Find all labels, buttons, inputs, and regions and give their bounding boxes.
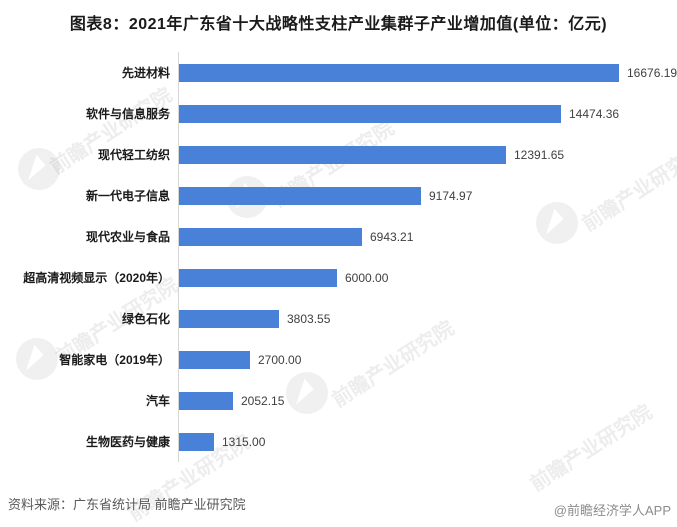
value-label: 2052.15 xyxy=(241,393,285,408)
bar-row: 汽车 2052.15 xyxy=(0,380,677,421)
bar xyxy=(179,186,421,205)
category-label: 超高清视频显示（2020年） xyxy=(23,271,170,285)
bar xyxy=(179,432,214,451)
bar xyxy=(179,63,619,82)
bar-area: 1315.00 xyxy=(179,421,677,462)
bar-row: 超高清视频显示（2020年） 6000.00 xyxy=(0,257,677,298)
bar xyxy=(179,227,362,246)
bar-row: 现代农业与食品 6943.21 xyxy=(0,216,677,257)
bar-area: 6943.21 xyxy=(179,216,677,257)
category-label: 绿色石化 xyxy=(121,312,170,326)
category-label: 生物医药与健康 xyxy=(85,435,170,449)
bar-area: 3803.55 xyxy=(179,298,677,339)
category-label: 软件与信息服务 xyxy=(85,107,170,121)
bar-area: 14474.36 xyxy=(179,93,677,134)
value-label: 1315.00 xyxy=(222,434,266,449)
bar-area: 2700.00 xyxy=(179,339,677,380)
category-label: 现代轻工纺织 xyxy=(97,148,170,162)
bar-row: 软件与信息服务 14474.36 xyxy=(0,93,677,134)
bar-area: 16676.19 xyxy=(179,52,677,93)
bar-row: 绿色石化 3803.55 xyxy=(0,298,677,339)
value-label: 2700.00 xyxy=(258,352,302,367)
bar xyxy=(179,268,337,287)
value-label: 3803.55 xyxy=(287,311,331,326)
bar xyxy=(179,391,233,410)
value-label: 14474.36 xyxy=(569,106,620,121)
y-axis-line xyxy=(178,52,179,462)
value-label: 6000.00 xyxy=(345,270,389,285)
bar-area: 6000.00 xyxy=(179,257,677,298)
value-label: 9174.97 xyxy=(429,188,473,203)
value-label: 12391.65 xyxy=(514,147,565,162)
bar-area: 2052.15 xyxy=(179,380,677,421)
category-label: 汽车 xyxy=(145,394,170,408)
bar-row: 生物医药与健康 1315.00 xyxy=(0,421,677,462)
credit-note: @前瞻经济学人APP xyxy=(553,503,671,518)
bar-row: 先进材料 16676.19 xyxy=(0,52,677,93)
bar-area: 12391.65 xyxy=(179,134,677,175)
bar xyxy=(179,309,279,328)
value-label: 6943.21 xyxy=(370,229,414,244)
bar-chart: 先进材料 16676.19 软件与信息服务 14474.36 现代轻工纺织 12391.6… xyxy=(0,52,677,462)
value-label: 16676.19 xyxy=(627,65,677,80)
bar-area: 9174.97 xyxy=(179,175,677,216)
category-label: 现代农业与食品 xyxy=(85,230,170,244)
bar-row: 智能家电（2019年） 2700.00 xyxy=(0,339,677,380)
category-label: 先进材料 xyxy=(121,66,170,80)
bar xyxy=(179,104,561,123)
category-label: 新一代电子信息 xyxy=(85,189,170,203)
source-note: 资料来源：广东省统计局 前瞻产业研究院 xyxy=(8,497,246,512)
bar-row: 现代轻工纺织 12391.65 xyxy=(0,134,677,175)
bar-row: 新一代电子信息 9174.97 xyxy=(0,175,677,216)
bar xyxy=(179,145,506,164)
bar xyxy=(179,350,250,369)
chart-title: 图表8：2021年广东省十大战略性支柱产业集群子产业增加值(单位：亿元) xyxy=(69,16,608,33)
category-label: 智能家电（2019年） xyxy=(59,353,170,367)
